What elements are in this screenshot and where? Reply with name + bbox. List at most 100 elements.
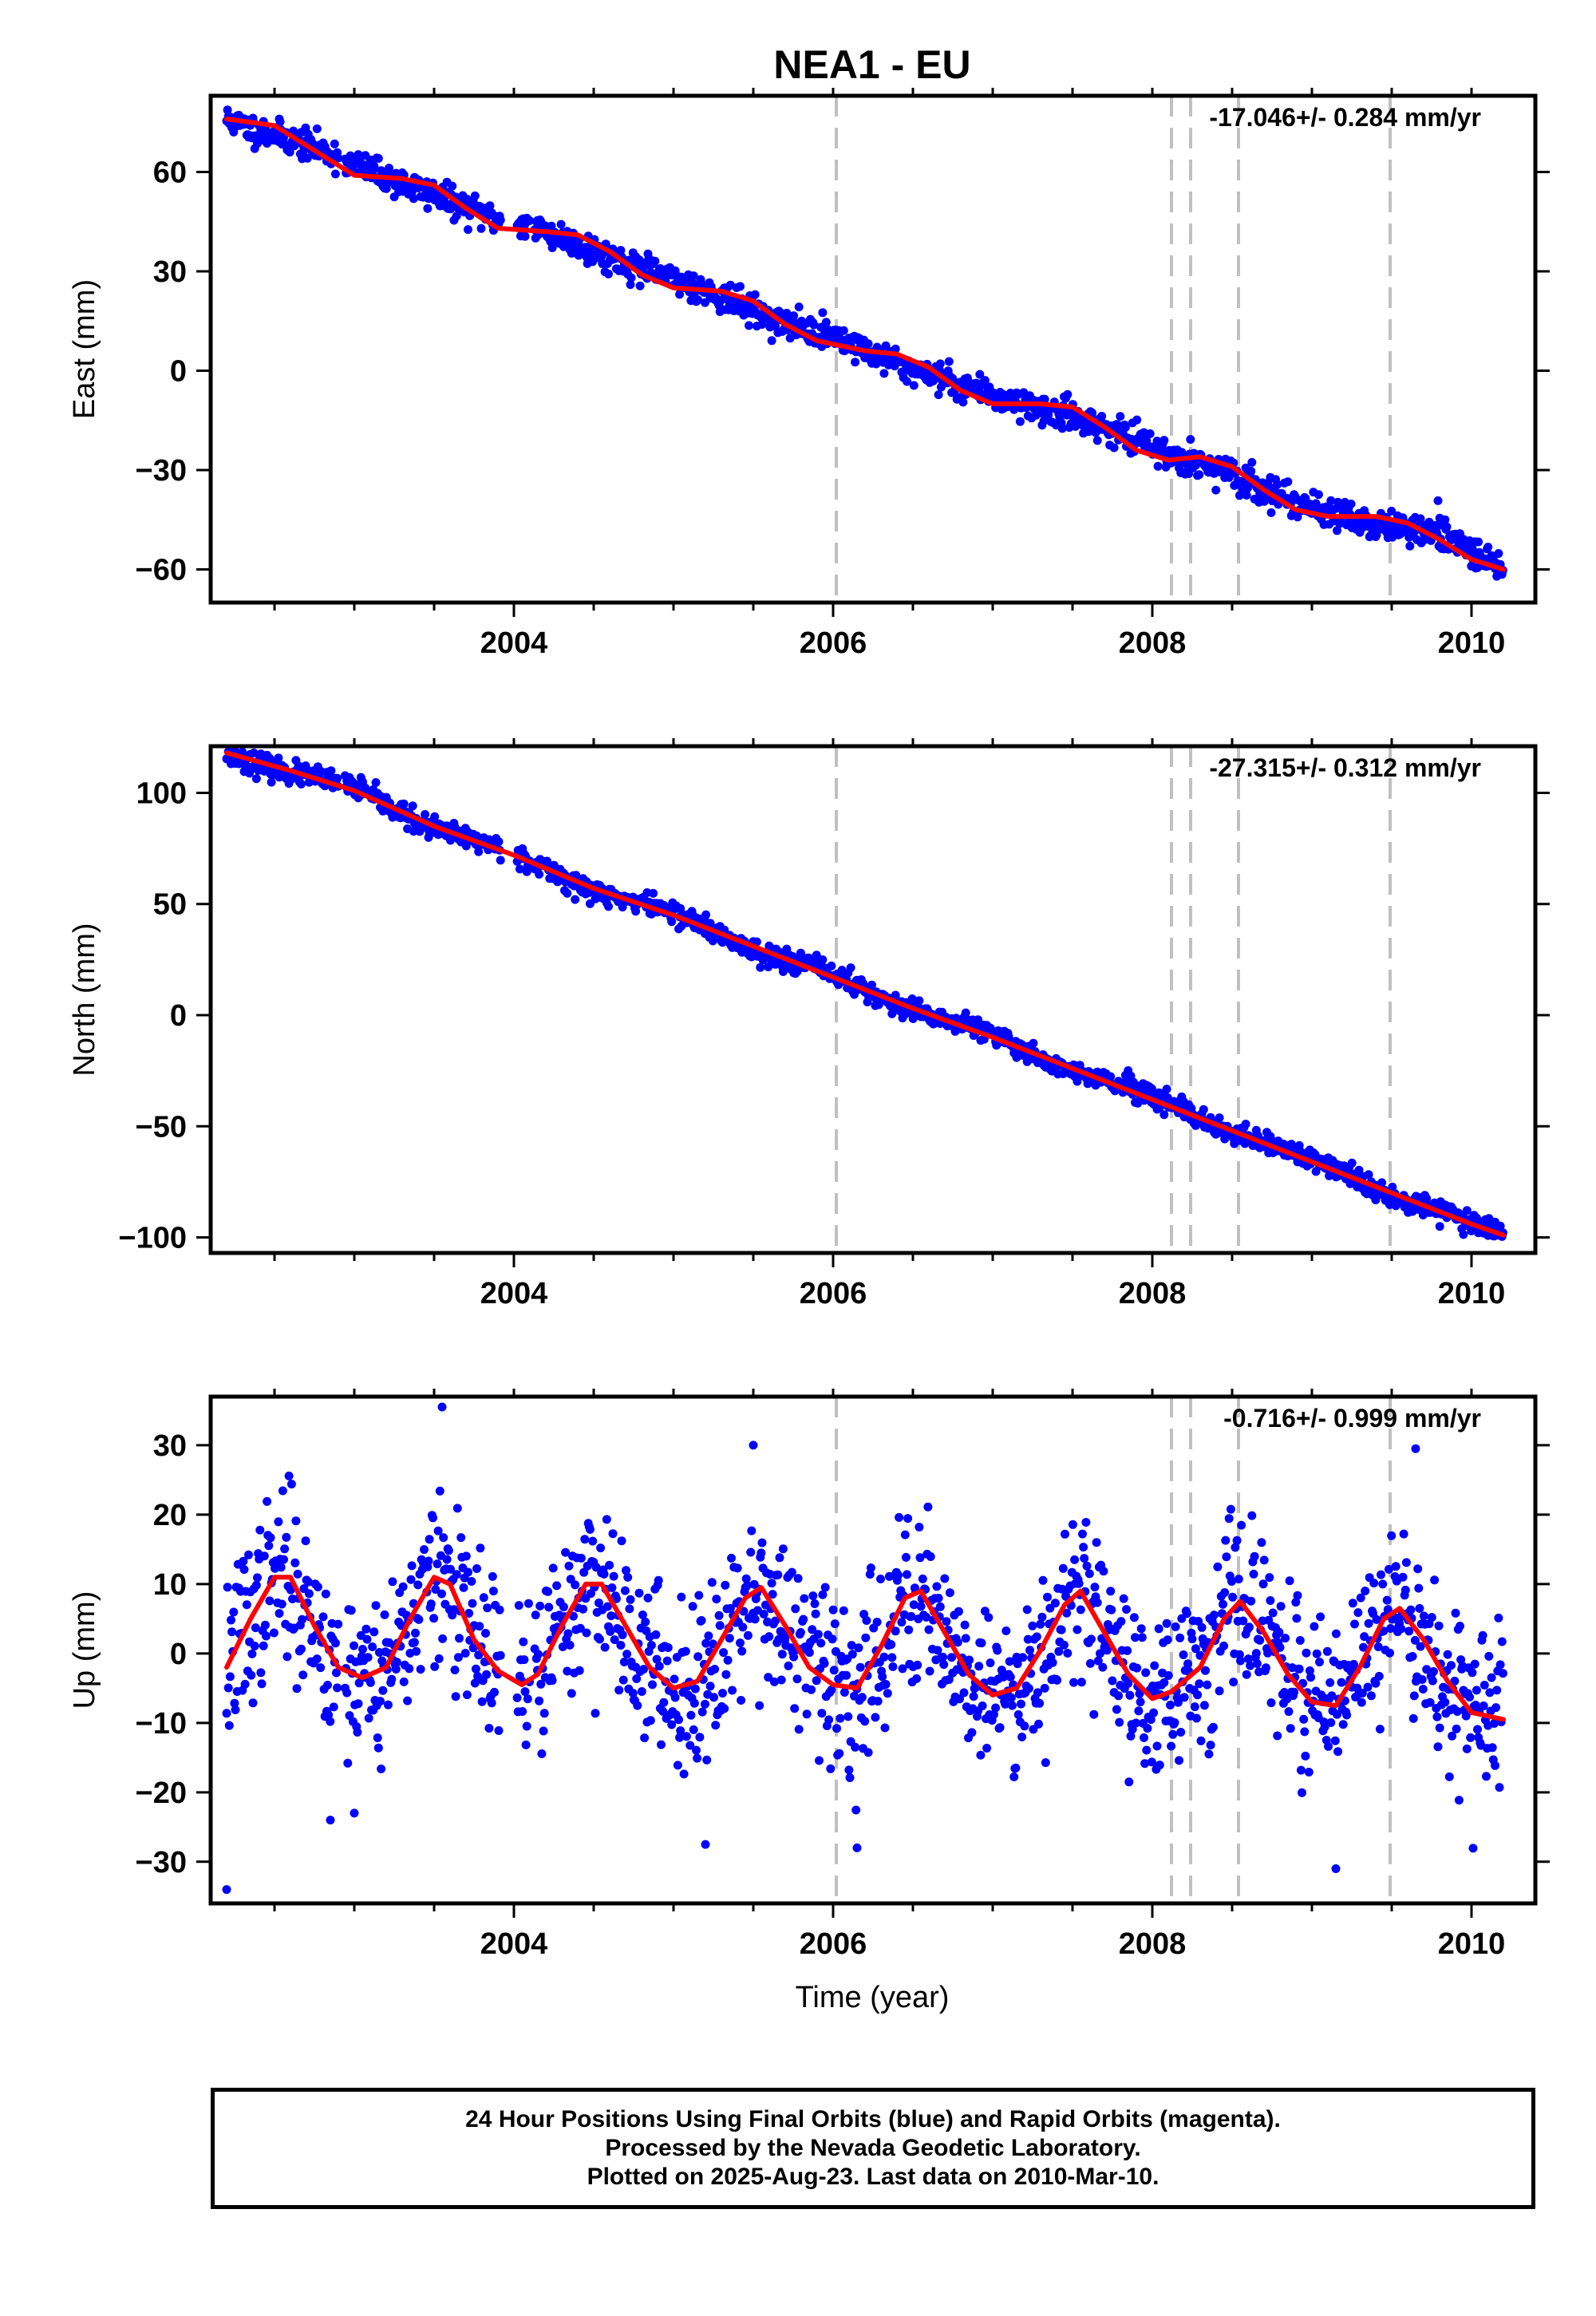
data-point (654, 1575, 663, 1585)
data-point (1231, 1543, 1240, 1552)
data-point (976, 1750, 986, 1760)
data-point (595, 1634, 604, 1644)
data-point (623, 1572, 633, 1582)
data-point (1373, 1642, 1383, 1651)
data-point (1035, 1698, 1045, 1708)
data-point (710, 1665, 720, 1674)
data-point (1090, 1583, 1100, 1592)
data-point (1024, 1684, 1033, 1694)
data-point (808, 1591, 818, 1601)
data-point (293, 1569, 302, 1579)
data-point (616, 1641, 626, 1650)
data-point (388, 1577, 397, 1587)
data-point (1427, 1613, 1436, 1622)
data-point (977, 1638, 986, 1648)
data-point (874, 1000, 883, 1010)
data-point (472, 1564, 481, 1573)
data-point (915, 996, 924, 1006)
data-point (1011, 1763, 1021, 1773)
data-point (947, 1653, 957, 1662)
data-point (1081, 1518, 1091, 1527)
data-point (1154, 1624, 1163, 1634)
data-point (1342, 1710, 1352, 1720)
data-point (1040, 1683, 1049, 1693)
data-point (1471, 1701, 1480, 1709)
figure-title: NEA1 - EU (773, 42, 970, 87)
data-point (991, 1703, 1001, 1713)
data-point (561, 1547, 571, 1557)
data-point (1005, 1657, 1014, 1666)
data-point (383, 1700, 393, 1709)
data-point (459, 1583, 468, 1592)
data-point (585, 1524, 595, 1534)
data-point (446, 204, 455, 214)
data-point (1306, 1673, 1315, 1682)
data-point (1013, 1710, 1023, 1719)
y-tick-label: 0 (170, 1638, 187, 1671)
data-point (1013, 1659, 1022, 1669)
data-point (407, 1561, 417, 1571)
data-point (594, 1599, 603, 1607)
data-point (522, 1721, 531, 1731)
data-point (646, 1716, 655, 1725)
data-point (604, 902, 613, 911)
data-point (1235, 491, 1244, 500)
data-point (764, 1632, 774, 1642)
data-point (962, 373, 972, 383)
data-point (622, 1650, 632, 1659)
data-point (461, 1551, 471, 1561)
data-point (675, 290, 685, 299)
data-point (361, 1624, 371, 1634)
data-point (1293, 1591, 1302, 1600)
data-point (1025, 1646, 1034, 1655)
data-point (1195, 1679, 1204, 1689)
data-point (262, 1631, 271, 1641)
data-point (827, 961, 836, 970)
y-tick-label: −60 (136, 553, 187, 587)
data-point (1417, 1675, 1427, 1684)
data-point (1132, 1663, 1142, 1673)
data-point (298, 1670, 308, 1680)
data-point (405, 1664, 414, 1674)
data-point (1069, 1678, 1078, 1687)
data-point (696, 275, 705, 284)
data-point (1137, 1633, 1147, 1642)
data-point (263, 1496, 272, 1506)
data-point (276, 1563, 286, 1572)
data-point (223, 1683, 233, 1693)
data-point (1135, 1689, 1144, 1698)
data-point (704, 1631, 713, 1641)
data-point (975, 370, 985, 379)
data-point (1377, 1178, 1387, 1188)
y-tick-label: 60 (153, 156, 187, 189)
data-point (769, 1677, 779, 1686)
data-point (330, 1638, 340, 1648)
data-point (1386, 1624, 1396, 1633)
data-point (579, 1567, 589, 1577)
data-point (709, 1693, 718, 1702)
data-point (1192, 1713, 1201, 1723)
data-point (1401, 1558, 1411, 1567)
data-point (1443, 1650, 1452, 1659)
data-point (881, 1680, 891, 1689)
data-point (872, 1618, 882, 1626)
data-point (686, 1710, 696, 1720)
data-point (895, 1512, 904, 1522)
data-point (693, 295, 703, 305)
data-point (377, 1765, 386, 1773)
data-point (842, 1670, 851, 1680)
east-panel: 2004 2006 2008 2010 −60 −30 0 30 60 East (mm) -17.… (68, 88, 1550, 660)
data-point (909, 1600, 918, 1610)
data-point (1166, 1701, 1175, 1709)
data-point (1396, 1624, 1406, 1634)
data-point (1197, 1622, 1207, 1632)
data-point (1364, 1170, 1373, 1180)
data-point (588, 1536, 598, 1546)
data-point (368, 1642, 377, 1651)
data-point (266, 1533, 275, 1543)
data-point (365, 1678, 375, 1687)
data-point (784, 1661, 793, 1670)
data-point (793, 1574, 803, 1583)
data-point (1084, 1569, 1094, 1579)
data-point (1363, 1682, 1373, 1692)
